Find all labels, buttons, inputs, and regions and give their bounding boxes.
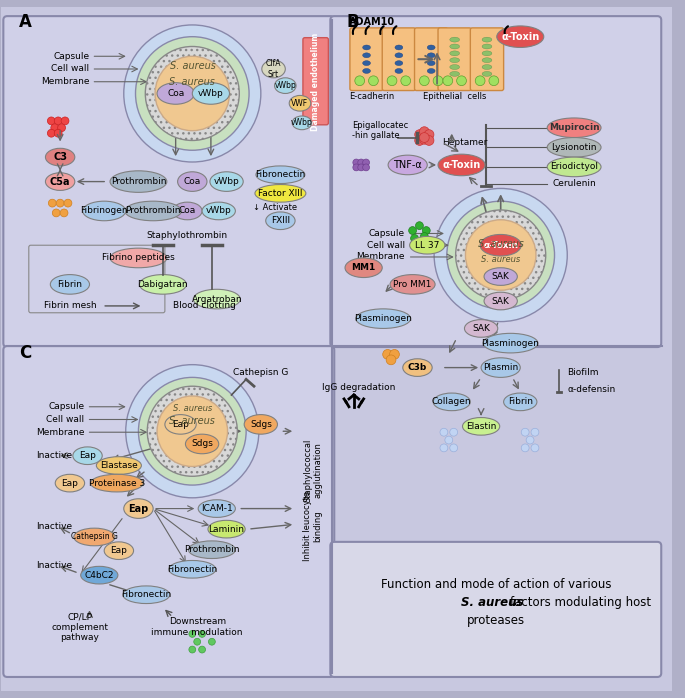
Text: S. aureus: S. aureus: [477, 239, 523, 249]
Ellipse shape: [83, 201, 126, 221]
Circle shape: [447, 201, 555, 309]
Text: Function and mode of action of various: Function and mode of action of various: [381, 579, 611, 591]
Ellipse shape: [547, 138, 601, 157]
Text: Prothrombin: Prothrombin: [184, 545, 240, 554]
Circle shape: [189, 630, 196, 637]
Text: Coa: Coa: [167, 89, 184, 98]
Ellipse shape: [395, 61, 403, 66]
Ellipse shape: [482, 58, 492, 63]
Text: IgG degradation: IgG degradation: [322, 383, 395, 392]
Ellipse shape: [462, 417, 500, 435]
Ellipse shape: [450, 65, 460, 70]
FancyBboxPatch shape: [438, 28, 471, 91]
Circle shape: [401, 76, 410, 86]
Text: FXIII: FXIII: [271, 216, 290, 225]
Text: α-Toxin: α-Toxin: [501, 31, 539, 42]
Text: Coa: Coa: [184, 177, 201, 186]
Circle shape: [409, 227, 416, 235]
Text: ↓ Activate: ↓ Activate: [253, 202, 297, 211]
Text: S. aureus: S. aureus: [169, 77, 215, 87]
Circle shape: [60, 209, 68, 217]
Ellipse shape: [547, 118, 601, 138]
Ellipse shape: [97, 456, 141, 475]
Circle shape: [136, 37, 249, 150]
Text: Membrane: Membrane: [356, 253, 405, 262]
Ellipse shape: [450, 71, 460, 76]
Ellipse shape: [390, 274, 435, 294]
Text: Coa: Coa: [179, 207, 196, 216]
Text: SAK: SAK: [492, 272, 510, 281]
Text: Eriodictyol: Eriodictyol: [550, 163, 598, 172]
Circle shape: [208, 638, 215, 645]
Text: Plasmin: Plasmin: [483, 363, 519, 372]
Circle shape: [47, 117, 55, 125]
Circle shape: [358, 159, 364, 166]
Circle shape: [194, 638, 201, 645]
Circle shape: [419, 135, 429, 144]
Ellipse shape: [202, 202, 236, 220]
Text: C5a: C5a: [50, 177, 71, 186]
Ellipse shape: [256, 166, 305, 184]
Text: Epithelial  cells: Epithelial cells: [423, 93, 486, 101]
Ellipse shape: [482, 51, 492, 56]
Text: Dabigatran: Dabigatran: [138, 280, 188, 289]
Text: Capsule: Capsule: [49, 402, 85, 411]
Ellipse shape: [125, 201, 182, 221]
Circle shape: [390, 350, 399, 359]
Circle shape: [416, 222, 423, 230]
Text: S. aureus: S. aureus: [481, 255, 521, 265]
Circle shape: [355, 76, 364, 86]
Circle shape: [51, 124, 59, 132]
Ellipse shape: [140, 274, 186, 294]
Ellipse shape: [198, 500, 236, 517]
Ellipse shape: [188, 541, 236, 558]
Circle shape: [531, 429, 539, 436]
FancyBboxPatch shape: [330, 16, 661, 347]
Circle shape: [199, 630, 205, 637]
Ellipse shape: [427, 53, 435, 58]
Text: Eap: Eap: [172, 420, 189, 429]
Text: S. aureus: S. aureus: [169, 416, 215, 426]
Ellipse shape: [292, 116, 312, 130]
Text: Mupirocin: Mupirocin: [549, 124, 599, 132]
Text: Cell wall: Cell wall: [47, 415, 85, 424]
Circle shape: [465, 220, 536, 290]
Text: Epigallocatec
-hin gallate: Epigallocatec -hin gallate: [352, 121, 408, 140]
Circle shape: [489, 76, 499, 86]
Circle shape: [414, 130, 425, 140]
Text: Blood clotting: Blood clotting: [173, 302, 236, 311]
Circle shape: [64, 199, 72, 207]
Ellipse shape: [104, 542, 134, 560]
Text: C: C: [19, 344, 32, 362]
Circle shape: [440, 444, 448, 452]
FancyBboxPatch shape: [382, 28, 416, 91]
Circle shape: [369, 76, 378, 86]
Text: E-cadherin: E-cadherin: [349, 93, 394, 101]
Ellipse shape: [483, 334, 538, 353]
Text: Factor XIII: Factor XIII: [258, 189, 303, 198]
Ellipse shape: [450, 58, 460, 63]
Text: C3: C3: [53, 152, 67, 162]
FancyBboxPatch shape: [330, 542, 661, 677]
Circle shape: [56, 199, 64, 207]
Text: Argatroban: Argatroban: [192, 295, 242, 304]
FancyBboxPatch shape: [3, 346, 334, 677]
Ellipse shape: [255, 184, 306, 202]
Circle shape: [126, 364, 259, 498]
FancyBboxPatch shape: [471, 28, 503, 91]
Ellipse shape: [55, 475, 85, 492]
Ellipse shape: [192, 82, 229, 104]
Text: Sdgs: Sdgs: [250, 420, 272, 429]
Text: factors modulating host: factors modulating host: [510, 596, 651, 609]
Circle shape: [424, 135, 434, 145]
Ellipse shape: [433, 393, 471, 410]
FancyBboxPatch shape: [350, 28, 383, 91]
Ellipse shape: [450, 44, 460, 49]
Text: ClfA
Srt: ClfA Srt: [266, 59, 282, 79]
Ellipse shape: [503, 393, 537, 410]
Text: vWbp: vWbp: [275, 81, 296, 90]
Ellipse shape: [362, 45, 371, 50]
Ellipse shape: [395, 68, 403, 73]
Text: Prothrombin: Prothrombin: [125, 207, 181, 216]
